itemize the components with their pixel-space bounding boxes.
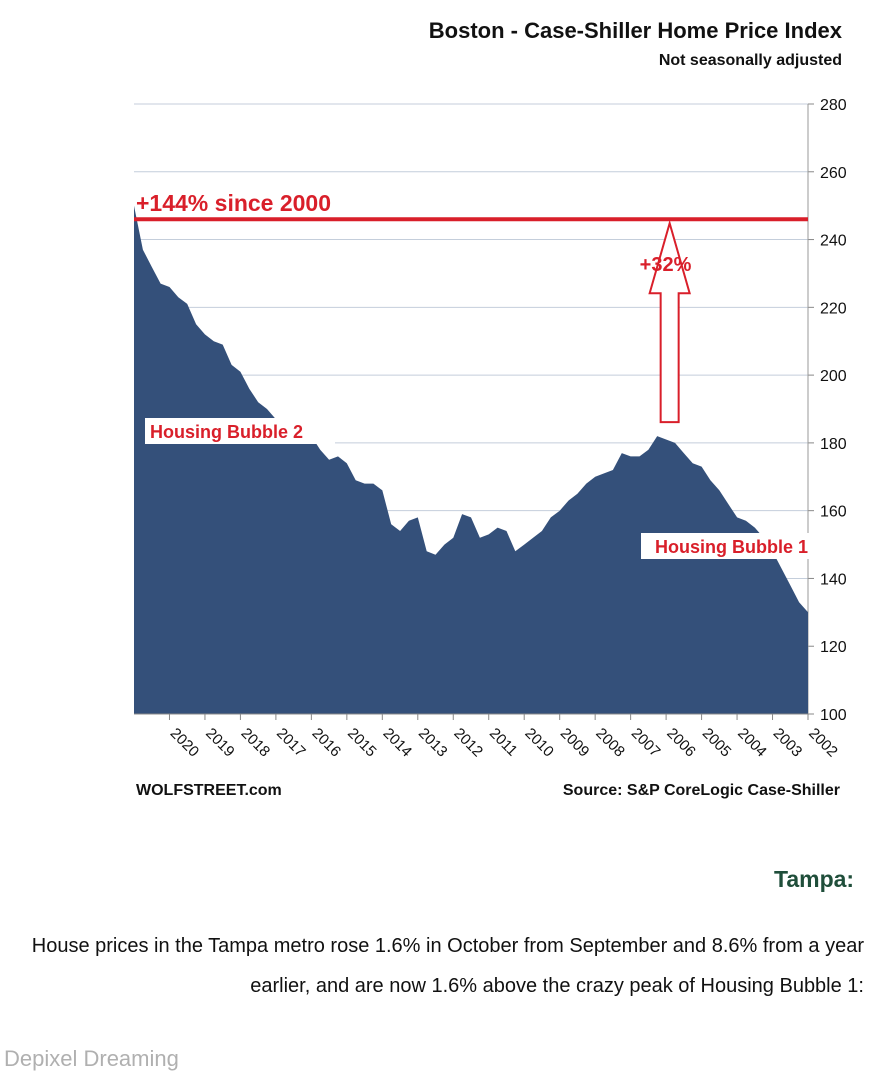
ytick-label-200: 200 (820, 368, 847, 385)
xtick-label-2005: 2005 (699, 725, 735, 761)
source-credit: Source: S&P CoreLogic Case-Shiller (563, 782, 840, 799)
housing-bubble-2-text: Housing Bubble 2 (150, 422, 303, 442)
housing-bubble-1-text: Housing Bubble 1 (655, 537, 808, 557)
xtick-label-2008: 2008 (592, 725, 628, 761)
xtick-label-2010: 2010 (521, 725, 557, 761)
ytick-label-220: 220 (820, 300, 847, 317)
increase-arrow-label: +32% (640, 254, 692, 276)
increase-arrow-icon (648, 219, 691, 424)
ytick-label-240: 240 (820, 233, 847, 250)
watermark: Depixel Dreaming (4, 1046, 179, 1071)
price-index-area (134, 205, 808, 714)
chart-subtitle: Not seasonally adjusted (658, 52, 842, 69)
article-heading: Tampa: (774, 866, 855, 892)
xtick-label-2019: 2019 (202, 725, 238, 761)
wolfstreet-credit: WOLFSTREET.com (136, 782, 282, 799)
x-axis-tick-labels: 2002200320042005200620072008200920102011… (167, 714, 841, 760)
housing-bubble-1-label: Housing Bubble 1 (641, 533, 837, 559)
ytick-label-280: 280 (820, 97, 847, 114)
ytick-label-160: 160 (820, 504, 847, 521)
housing-bubble-1-label-bg (641, 533, 837, 559)
article-body: House prices in the Tampa metro rose 1.6… (31, 935, 864, 997)
housing-bubble-2-label: Housing Bubble 2 (145, 418, 335, 444)
xtick-label-2004: 2004 (734, 725, 770, 761)
xtick-label-2016: 2016 (309, 725, 345, 761)
ytick-label-120: 120 (820, 639, 847, 656)
xtick-label-2013: 2013 (415, 725, 451, 761)
xtick-label-2018: 2018 (238, 725, 274, 761)
xtick-label-2007: 2007 (628, 725, 664, 761)
ytick-label-100: 100 (820, 707, 847, 724)
xtick-label-2009: 2009 (557, 725, 593, 761)
chart-title: Boston - Case-Shiller Home Price Index (428, 18, 842, 43)
xtick-label-2011: 2011 (486, 725, 521, 760)
xtick-label-2014: 2014 (379, 725, 415, 761)
y-axis-tick-labels: 100 120 140 160 180 200 220 240 260 280 (820, 97, 847, 724)
xtick-label-2015: 2015 (344, 725, 380, 761)
ytick-label-140: 140 (820, 571, 847, 588)
xtick-label-2006: 2006 (663, 725, 699, 761)
ytick-label-260: 260 (820, 165, 847, 182)
reference-line-label: +144% since 2000 (136, 190, 331, 216)
xtick-label-2020: 2020 (167, 725, 203, 761)
housing-bubble-2-label-bg (145, 418, 335, 444)
ytick-label-180: 180 (820, 436, 847, 453)
xtick-label-2012: 2012 (450, 725, 486, 761)
xtick-label-2002: 2002 (805, 725, 841, 761)
xtick-label-2017: 2017 (273, 725, 309, 761)
xtick-label-2003: 2003 (770, 725, 806, 761)
